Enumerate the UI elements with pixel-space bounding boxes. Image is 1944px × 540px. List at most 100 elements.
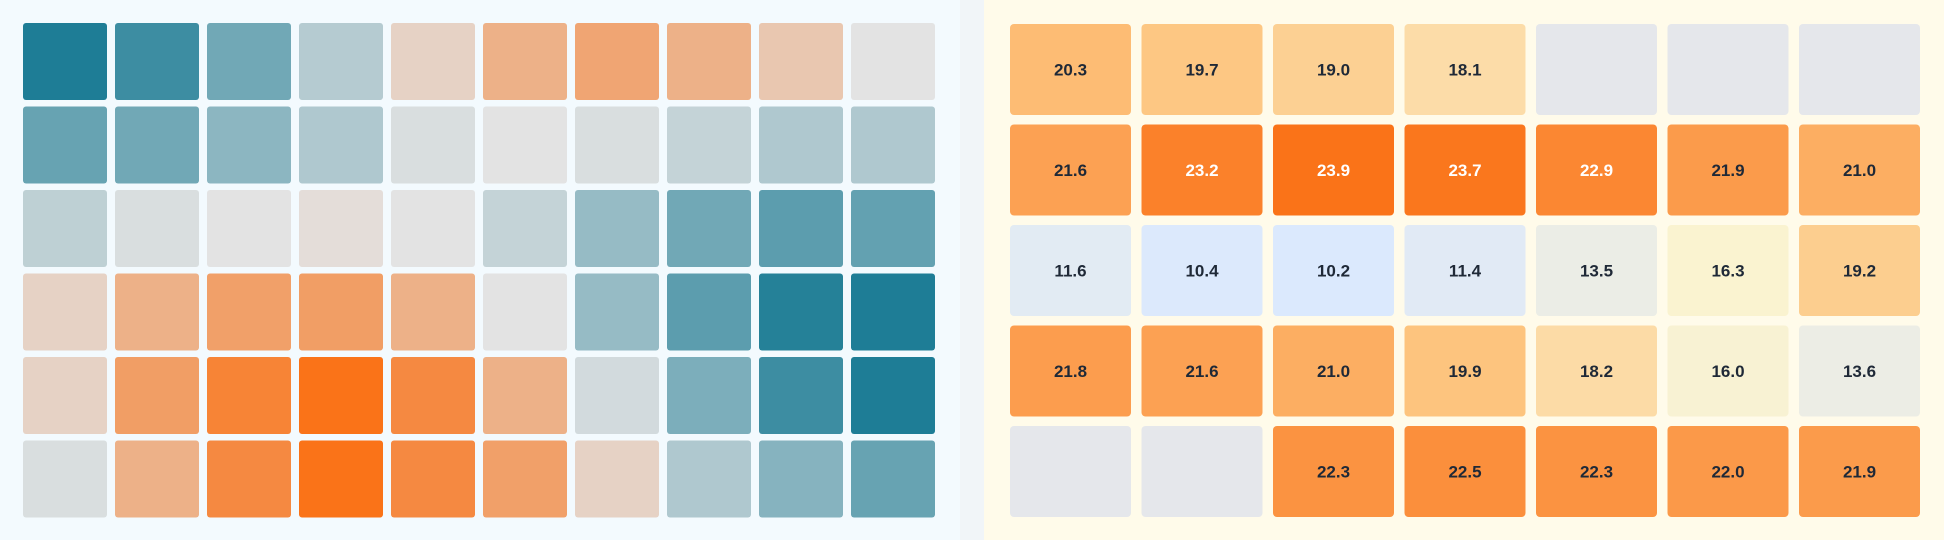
left-heatmap-cell-r3-c0: [23, 273, 107, 351]
right-heatmap-cell-r4-c2: [1273, 426, 1394, 517]
left-heatmap-cell-r5-c0: [23, 440, 107, 518]
left-heatmap-cell-r4-c1: [115, 357, 199, 434]
left-heatmap-cell-r0-c2: [207, 23, 291, 100]
right-heatmap-label-r0-c1: 19.7: [1185, 61, 1218, 80]
right-heatmap-panel: 20.3 19.7 19.0 18.1 21.6 23.2 23.9 23.7 22.9 21.9…: [984, 0, 1944, 540]
right-heatmap-label-r0-c0: 20.3: [1054, 61, 1087, 80]
left-heatmap-cell-r5-c3: [299, 440, 383, 518]
left-heatmap-cell-r1-c6: [575, 106, 659, 184]
right-heatmap-cell-r2-c0: [1010, 225, 1131, 316]
right-heatmap-label-r4-c5: 22.0: [1711, 463, 1744, 482]
right-heatmap-cell-r4-c3: [1404, 426, 1526, 517]
left-heatmap-cell-r0-c9: [851, 23, 935, 100]
left-heatmap-cell-r2-c5: [483, 190, 567, 267]
right-heatmap-label-r1-c2: 23.9: [1317, 161, 1350, 180]
left-heatmap-cell-r1-c3: [299, 106, 383, 184]
right-heatmap-cell-r3-c2: [1273, 325, 1394, 417]
left-heatmap-cell-r3-c2: [207, 273, 291, 351]
right-heatmap-label-r0-c2: 19.0: [1317, 61, 1350, 80]
right-heatmap-cell-r4-c6: [1799, 426, 1920, 517]
left-heatmap-cell-r4-c5: [483, 357, 567, 434]
right-heatmap-label-r3-c1: 21.6: [1185, 362, 1218, 381]
right-heatmap-cell-r0-c4: [1536, 24, 1657, 115]
left-heatmap-cell-r0-c3: [299, 23, 383, 100]
right-heatmap-label-r2-c2: 10.2: [1317, 262, 1350, 281]
left-heatmap-cell-r4-c9: [851, 357, 935, 434]
left-heatmap-cell-r1-c2: [207, 106, 291, 184]
left-heatmap-cell-r3-c4: [391, 273, 475, 351]
right-heatmap-label-r3-c6: 13.6: [1843, 362, 1876, 381]
right-heatmap-cell-r4-c1: [1141, 426, 1263, 517]
right-heatmap-cell-r1-c6: [1799, 124, 1920, 216]
right-heatmap-label-r3-c0: 21.8: [1054, 362, 1087, 381]
left-heatmap-cell-r4-c7: [667, 357, 751, 434]
right-heatmap-cell-r0-c6: [1799, 24, 1920, 115]
right-heatmap-cell-r2-c3: [1404, 225, 1526, 316]
right-heatmap-label-r2-c0: 11.6: [1054, 262, 1086, 281]
left-heatmap-cell-r1-c0: [23, 106, 107, 184]
left-heatmap-cell-r2-c1: [115, 190, 199, 267]
left-heatmap-cell-r2-c9: [851, 190, 935, 267]
left-heatmap-cell-r3-c5: [483, 273, 567, 351]
left-heatmap-cell-r5-c8: [759, 440, 843, 518]
right-heatmap-cell-r1-c3: [1404, 124, 1526, 216]
right-heatmap-label-r4-c3: 22.5: [1448, 463, 1481, 482]
left-heatmap-cell-r0-c5: [483, 23, 567, 100]
left-heatmap-cell-r5-c1: [115, 440, 199, 518]
left-heatmap-cell-r5-c9: [851, 440, 935, 518]
right-heatmap-label-r1-c0: 21.6: [1054, 161, 1087, 180]
right-heatmap-label-r4-c2: 22.3: [1317, 463, 1350, 482]
right-heatmap-cell-r2-c4: [1536, 225, 1657, 316]
right-heatmap-cell-r3-c0: [1010, 325, 1131, 417]
right-heatmap-cell-r3-c5: [1667, 325, 1789, 417]
left-heatmap-cell-r0-c0: [23, 23, 107, 100]
left-heatmap-cell-r1-c7: [667, 106, 751, 184]
left-heatmap-cell-r1-c4: [391, 106, 475, 184]
left-heatmap-cell-r2-c2: [207, 190, 291, 267]
left-heatmap-cell-r3-c9: [851, 273, 935, 351]
left-heatmap-cell-r0-c6: [575, 23, 659, 100]
right-heatmap-cell-r2-c6: [1799, 225, 1920, 316]
right-heatmap-cell-r0-c0: [1010, 24, 1131, 115]
right-heatmap-cell-r1-c0: [1010, 124, 1131, 216]
left-heatmap-cell-r1-c5: [483, 106, 567, 184]
left-heatmap-cell-r4-c8: [759, 357, 843, 434]
right-heatmap-label-r2-c4: 13.5: [1580, 262, 1613, 281]
left-heatmap-cell-r5-c7: [667, 440, 751, 518]
right-heatmap-cell-r3-c6: [1799, 325, 1920, 417]
left-heatmap: [23, 23, 935, 518]
right-heatmap-cell-r2-c2: [1273, 225, 1394, 316]
left-heatmap-cell-r2-c4: [391, 190, 475, 267]
right-heatmap-cell-r3-c4: [1536, 325, 1657, 417]
left-heatmap-cell-r2-c6: [575, 190, 659, 267]
left-heatmap-cell-r5-c4: [391, 440, 475, 518]
left-heatmap-cell-r3-c8: [759, 273, 843, 351]
left-heatmap-cell-r0-c1: [115, 23, 199, 100]
left-heatmap-panel: [0, 0, 960, 540]
right-heatmap-cell-r3-c3: [1404, 325, 1526, 417]
right-heatmap-label-r1-c5: 21.9: [1711, 161, 1744, 180]
left-heatmap-cell-r2-c3: [299, 190, 383, 267]
left-heatmap-cell-r5-c5: [483, 440, 567, 518]
right-heatmap-label-r4-c6: 21.9: [1843, 463, 1876, 482]
right-heatmap-label-r3-c4: 18.2: [1580, 362, 1613, 381]
left-heatmap-cell-r4-c2: [207, 357, 291, 434]
right-heatmap-label-r2-c1: 10.4: [1185, 262, 1219, 281]
right-heatmap-cell-r2-c1: [1141, 225, 1263, 316]
right-heatmap-label-r2-c3: 11.4: [1449, 262, 1482, 281]
right-heatmap-cell-r0-c3: [1404, 24, 1526, 115]
left-heatmap-cell-r5-c2: [207, 440, 291, 518]
left-heatmap-cell-r1-c8: [759, 106, 843, 184]
left-heatmap-cell-r1-c9: [851, 106, 935, 184]
left-heatmap-cell-r3-c1: [115, 273, 199, 351]
right-heatmap-label-r3-c5: 16.0: [1711, 362, 1744, 381]
right-heatmap-cell-r1-c2: [1273, 124, 1394, 216]
right-heatmap-label-r2-c6: 19.2: [1843, 262, 1876, 281]
left-heatmap-cell-r1-c1: [115, 106, 199, 184]
right-heatmap-cell-r2-c5: [1667, 225, 1789, 316]
right-heatmap-label-r2-c5: 16.3: [1711, 262, 1744, 281]
left-heatmap-cell-r2-c0: [23, 190, 107, 267]
right-heatmap-label-r3-c3: 19.9: [1448, 362, 1481, 381]
left-heatmap-cell-r0-c4: [391, 23, 475, 100]
right-heatmap-cell-r0-c1: [1141, 24, 1263, 115]
